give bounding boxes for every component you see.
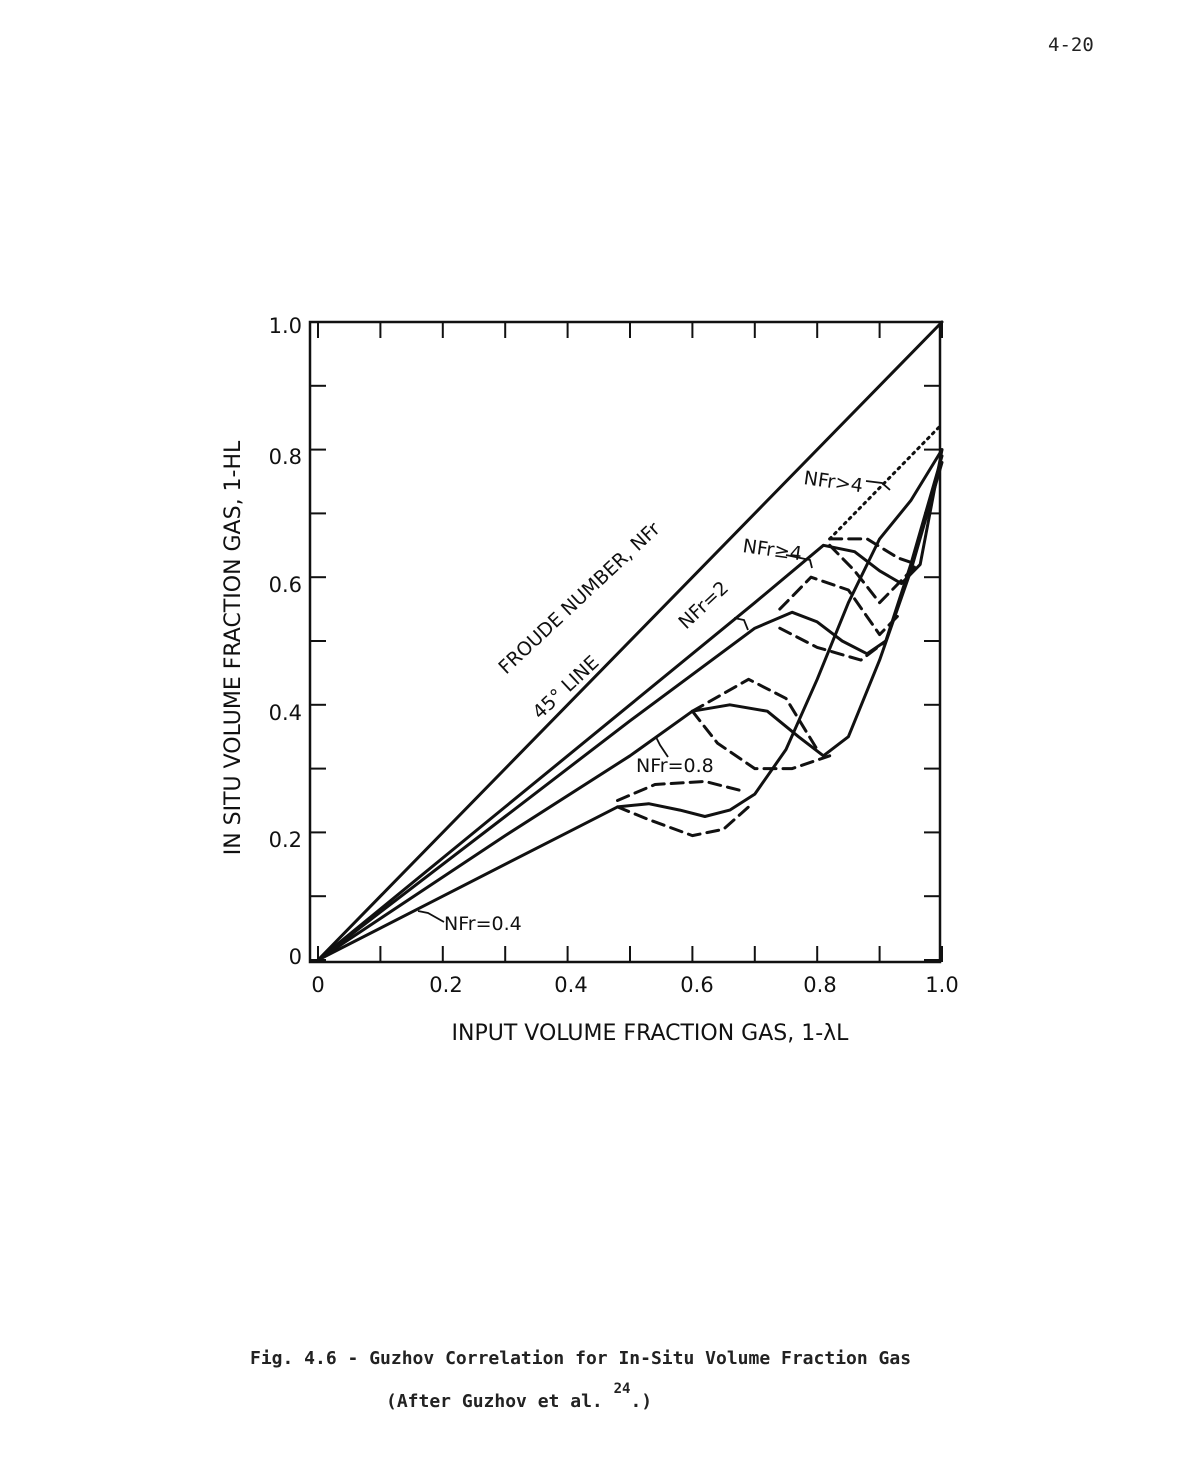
series-line-12 [616,779,744,802]
series-line-10 [690,709,832,771]
caption-line-2-end: .) [630,1391,653,1412]
series-line-3 [828,537,919,566]
figure-caption: Fig. 4.6 - Guzhov Correlation for In-Sit… [250,1344,1050,1417]
series-line-0 [316,320,944,962]
series-group [316,320,944,962]
tick-group [310,321,943,962]
nfr-2-arrow [733,617,749,631]
caption-line-1: Fig. 4.6 - Guzhov Correlation for In-Sit… [250,1348,912,1369]
y-tick-label: 0.8 [269,445,302,469]
45-degree-line-label: 45° LINE [528,652,603,724]
caption-line-2-text: (After Guzhov et al. [386,1391,614,1412]
series-line-6 [778,575,900,637]
nfr-0.4-arrow [417,910,445,923]
series-line-7 [778,626,888,662]
series-line-9 [690,677,819,751]
series-line-1 [828,422,944,541]
series-line-11 [316,448,944,962]
x-tick-label: 0.8 [803,973,836,997]
y-axis-title: IN SITU VOLUME FRACTION GAS, 1-HL [221,440,246,855]
nfr-gt4-arrow [865,480,891,491]
nfr-0.8-arrow [655,736,669,758]
x-tick-label: 0.2 [429,973,462,997]
x-tick-label: 0.6 [680,973,713,997]
nfr-0.4-label: NFr=0.4 [444,913,522,935]
y-tick-label: 0.4 [269,701,302,725]
x-axis-title: INPUT VOLUME FRACTION GAS, 1-λL [452,1021,850,1046]
y-tick-label: 0.2 [269,828,302,852]
x-tick-label: 0 [311,973,324,997]
x-tick-label: 1.0 [925,973,958,997]
x-tick-label: 0.4 [554,973,587,997]
series-line-2 [316,448,944,962]
nfr-gt4-label: NFr>4 [802,467,864,497]
caption-reference: 24 [613,1381,631,1397]
y-tick-label: 0 [289,945,302,969]
froude-number-label: FROUDE NUMBER, NFr [494,518,664,679]
series-line-4 [828,543,919,605]
y-tick-label: 1.0 [269,314,302,338]
series-line-13 [616,805,751,838]
nfr-0.8-label: NFr=0.8 [636,755,714,777]
y-tick-label: 0.6 [269,573,302,597]
nfr-ge4-label: NFr≥4 [741,535,803,565]
page-number: 4-20 [1048,34,1094,56]
series-line-8 [316,460,944,962]
nfr-ge4-arrow [785,554,813,569]
caption-line-2: (After Guzhov et al. 24.) [250,1374,1050,1417]
